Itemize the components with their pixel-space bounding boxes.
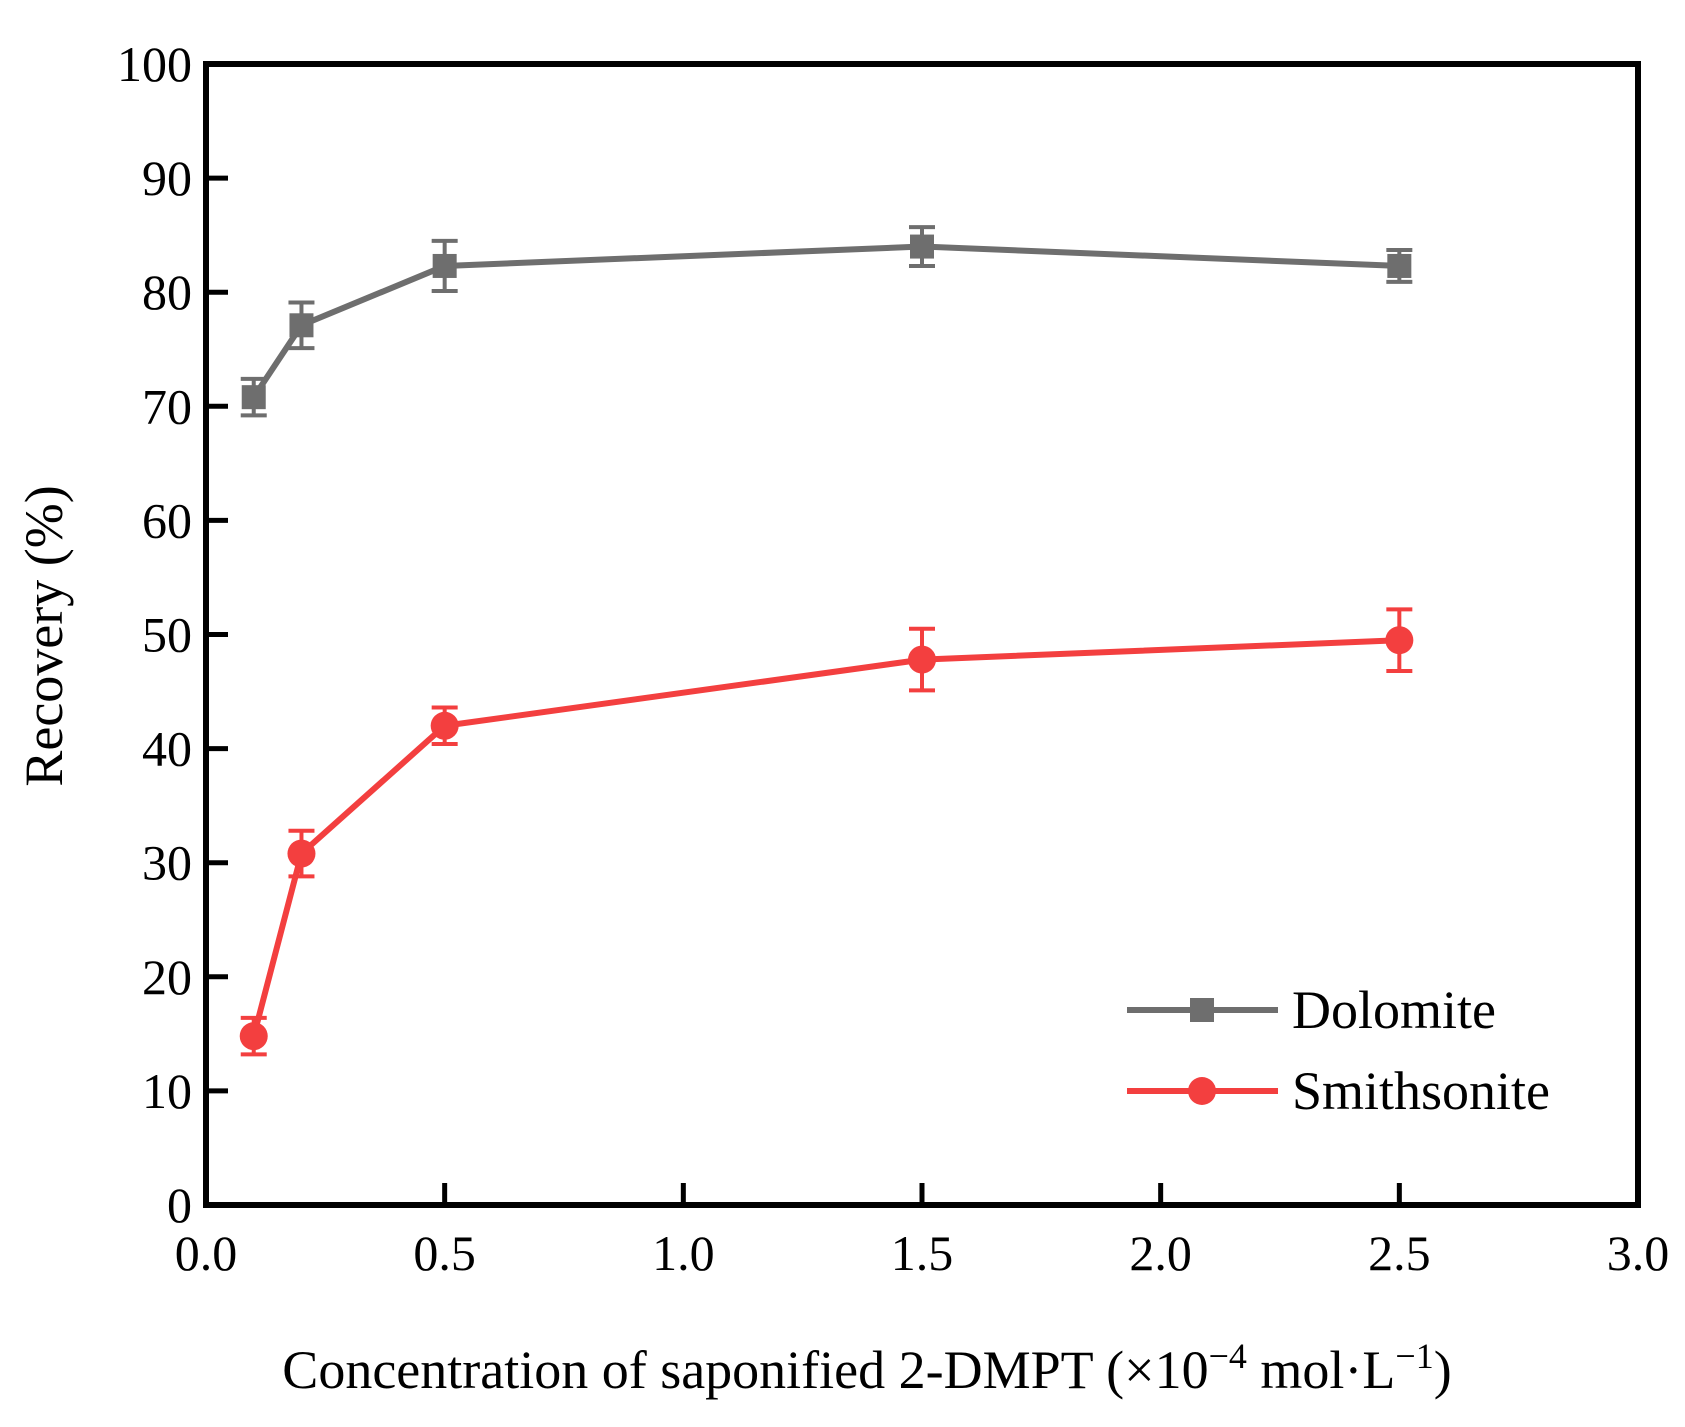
axes: 0 10 20 30 40 50 60 70 80 90 100 0.0 0.5 1.0 1.5 2.0 2.5…	[117, 36, 1669, 1281]
x-axis-title-end: )	[1434, 1340, 1452, 1400]
smithsonite-point	[1385, 626, 1414, 655]
legend-smithsonite-marker	[1188, 1077, 1216, 1105]
x-tick-label: 2.5	[1368, 1225, 1431, 1281]
x-axis-title-exp1: −4	[1209, 1336, 1247, 1376]
plot-area	[239, 225, 1414, 1057]
dolomite-point	[241, 385, 266, 410]
dolomite-point	[1387, 253, 1412, 278]
y-tick-label: 30	[142, 835, 192, 891]
x-axis-title-mid: mol·L	[1247, 1340, 1395, 1400]
y-tick-label: 50	[142, 607, 192, 663]
x-tick-label: 3.0	[1607, 1225, 1670, 1281]
x-tick-label: 0.0	[175, 1225, 238, 1281]
dolomite-point	[910, 234, 934, 259]
x-tick-label: 0.5	[413, 1225, 476, 1281]
dolomite-point	[432, 253, 457, 278]
y-tick-label: 0	[167, 1177, 192, 1233]
series-dolomite	[240, 225, 1413, 418]
y-tick-label: 20	[142, 949, 192, 1005]
smithsonite-point	[430, 711, 459, 740]
smithsonite-point	[239, 1022, 268, 1051]
x-tick-label: 1.5	[891, 1225, 954, 1281]
y-tick-label: 90	[142, 150, 192, 206]
smithsonite-point	[287, 839, 316, 868]
dolomite-point	[289, 313, 314, 338]
legend-dolomite-label: Dolomite	[1292, 980, 1496, 1040]
y-tick-label: 60	[142, 492, 192, 548]
y-tick-label: 10	[142, 1063, 192, 1119]
legend-smithsonite-label: Smithsonite	[1292, 1061, 1550, 1121]
smithsonite-point	[908, 645, 936, 674]
y-axis-title: Recovery (%)	[14, 485, 74, 786]
dolomite-line	[251, 243, 1400, 399]
y-tick-label: 100	[117, 36, 192, 92]
legend: Dolomite Smithsonite	[1127, 980, 1550, 1121]
series-smithsonite	[239, 607, 1414, 1057]
y-tick-label: 40	[142, 721, 192, 777]
y-tick-label: 70	[142, 378, 192, 434]
x-axis-title-main: Concentration of saponified 2-DMPT (×10	[282, 1340, 1208, 1400]
smithsonite-line	[250, 637, 1400, 1037]
x-axis-title: Concentration of saponified 2-DMPT (×10−…	[282, 1336, 1451, 1400]
x-tick-label: 2.0	[1129, 1225, 1192, 1281]
y-tick-label: 80	[142, 264, 192, 320]
x-tick-label: 1.0	[652, 1225, 715, 1281]
legend-dolomite-marker	[1190, 998, 1214, 1022]
x-axis-title-exp2: −1	[1395, 1336, 1433, 1376]
